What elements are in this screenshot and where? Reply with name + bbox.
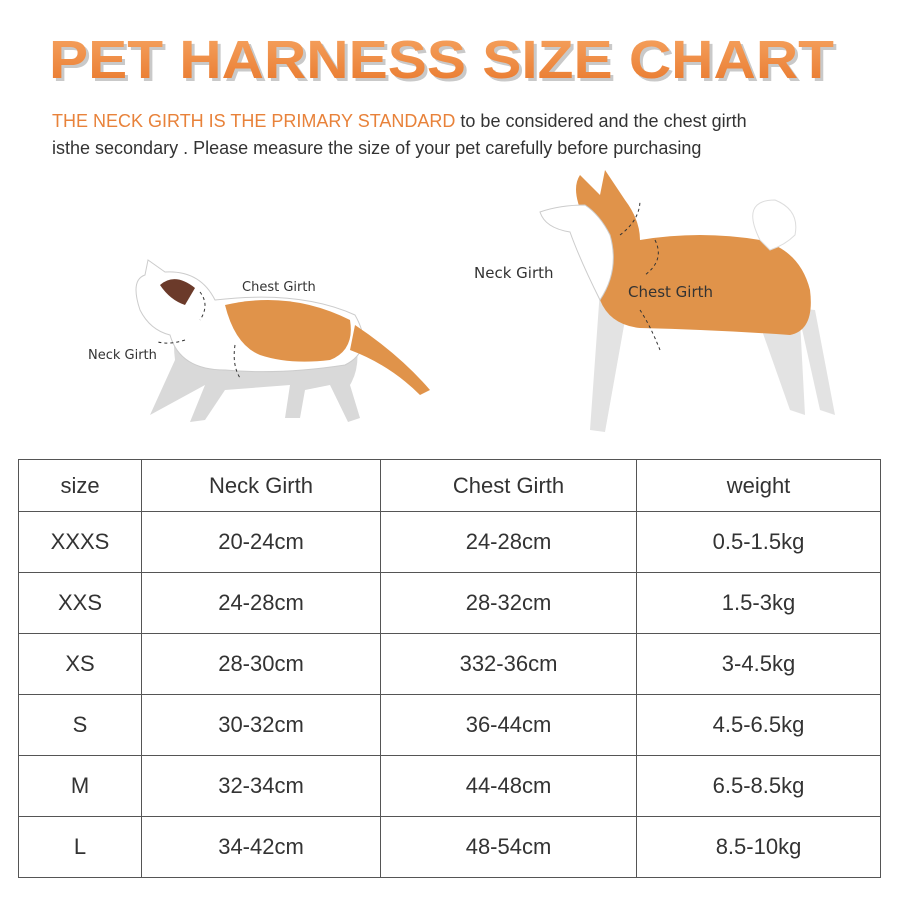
table-cell: 24-28cm xyxy=(141,572,381,634)
intro-line: THE NECK GIRTH IS THE PRIMARY STANDARD t… xyxy=(52,111,747,132)
table-cell: 30-32cm xyxy=(141,694,381,756)
column-header: weight xyxy=(636,459,881,512)
table-cell: XXXS xyxy=(18,511,142,573)
table-cell: 28-32cm xyxy=(380,572,637,634)
table-cell: 4.5-6.5kg xyxy=(636,694,881,756)
table-cell: XXS xyxy=(18,572,142,634)
measure-line xyxy=(619,199,661,351)
intro-text: to be considered and the chest girth xyxy=(460,111,747,131)
table-row: XXS 24-28cm 28-32cm 1.5-3kg xyxy=(18,572,881,634)
dog-face xyxy=(539,204,614,301)
header-row: size Neck Girth Chest Girth weight xyxy=(18,459,881,512)
cat-patch xyxy=(225,300,351,362)
table-cell: 48-54cm xyxy=(380,816,637,878)
table-cell: 1.5-3kg xyxy=(636,572,881,634)
column-header: Neck Girth xyxy=(141,459,381,512)
table-cell: 6.5-8.5kg xyxy=(636,755,881,817)
intro-text: isthe secondary . Please measure the siz… xyxy=(52,138,702,158)
column-header: size xyxy=(18,459,142,512)
table-cell: 3-4.5kg xyxy=(636,633,881,695)
table-cell: L xyxy=(18,816,142,878)
table-cell: M xyxy=(18,755,142,817)
intro-line: isthe secondary . Please measure the siz… xyxy=(52,138,701,159)
table-cell: 34-42cm xyxy=(141,816,381,878)
column-header: Chest Girth xyxy=(380,459,637,512)
intro-highlight: THE NECK GIRTH IS THE PRIMARY STANDARD xyxy=(52,111,456,131)
table-cell: 28-30cm xyxy=(141,633,381,695)
title-area: PET HARNESS SIZE CHART PET HARNESS SIZE … xyxy=(49,30,837,93)
cat-tail xyxy=(350,325,430,395)
table-body: XXXS 20-24cm 24-28cm 0.5-1.5kg XXS 24-28cm 28-… xyxy=(18,511,881,878)
title: PET HARNESS SIZE CHART xyxy=(49,30,834,90)
table-row: XXXS 20-24cm 24-28cm 0.5-1.5kg xyxy=(18,511,881,573)
table-row: M 32-34cm 44-48cm 6.5-8.5kg xyxy=(18,755,881,817)
cat-patch xyxy=(160,279,195,305)
size-table: size Neck Girth Chest Girth weight XXXS 20-2… xyxy=(18,459,881,878)
dog-chest-label: Chest Girth xyxy=(628,283,713,301)
table-row: L 34-42cm 48-54cm 8.5-10kg xyxy=(18,816,881,878)
dog-body xyxy=(576,170,811,335)
measure-line xyxy=(157,291,241,379)
table-cell: 0.5-1.5kg xyxy=(636,511,881,573)
title-shadow: PET HARNESS SIZE CHART xyxy=(52,33,837,93)
table-cell: 32-34cm xyxy=(141,755,381,817)
table-cell: 332-36cm xyxy=(380,633,637,695)
table-row: XS 28-30cm 332-36cm 3-4.5kg xyxy=(18,633,881,695)
table-cell: 8.5-10kg xyxy=(636,816,881,878)
dog: Neck Girth Chest Girth xyxy=(474,170,835,432)
table-cell: 24-28cm xyxy=(380,511,637,573)
dog-neck-label: Neck Girth xyxy=(474,264,554,282)
illustrations: Chest Girth Neck Girth Neck Girth Chest … xyxy=(88,170,835,432)
table-cell: 36-44cm xyxy=(380,694,637,756)
cat-chest-label: Chest Girth xyxy=(242,280,316,295)
table-cell: 20-24cm xyxy=(141,511,381,573)
table-cell: S xyxy=(18,694,142,756)
table-cell: XS xyxy=(18,633,142,695)
table-cell: 44-48cm xyxy=(380,755,637,817)
cat-neck-label: Neck Girth xyxy=(88,348,157,363)
cat: Chest Girth Neck Girth xyxy=(88,259,430,422)
dog-tail xyxy=(752,199,797,251)
table-row: S 30-32cm 36-44cm 4.5-6.5kg xyxy=(18,694,881,756)
